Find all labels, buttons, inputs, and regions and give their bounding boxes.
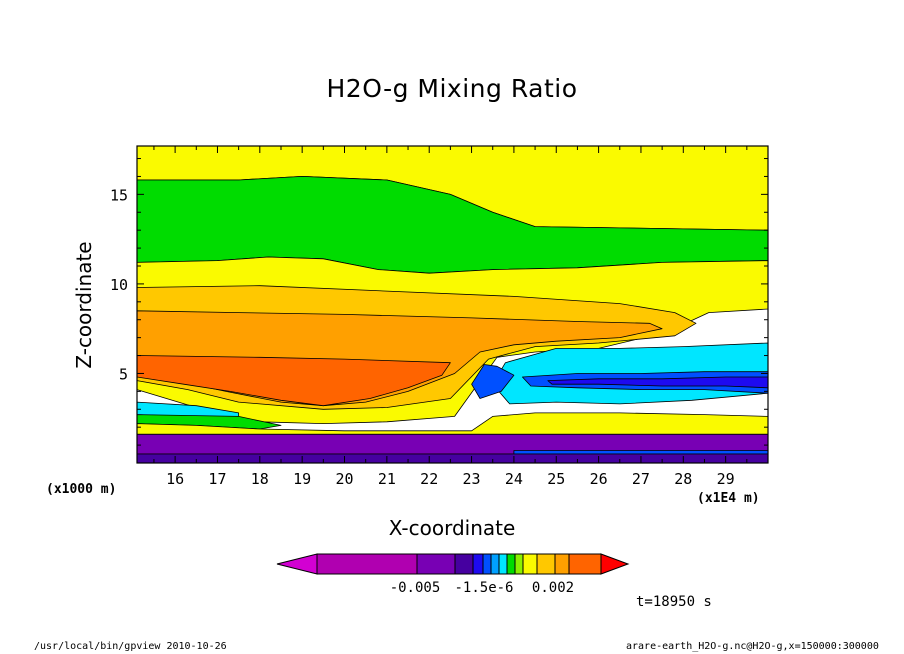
colorbar-swatch xyxy=(472,553,484,575)
colorbar-swatch xyxy=(454,553,474,575)
y-axis-ticks: 5 10 15 xyxy=(110,158,768,446)
x-tick-label: 16 xyxy=(166,470,184,488)
x-axis-unit: (x1E4 m) xyxy=(697,491,760,506)
x-tick-label: 26 xyxy=(590,470,608,488)
colorbar-swatch xyxy=(600,553,630,575)
x-tick-label: 21 xyxy=(378,470,396,488)
x-tick-label: 22 xyxy=(420,470,438,488)
x-tick-label: 29 xyxy=(717,470,735,488)
x-tick-label: 19 xyxy=(293,470,311,488)
colorbar-swatch xyxy=(522,553,538,575)
footer-path: /usr/local/bin/gpview 2010-10-26 xyxy=(34,641,227,652)
y-axis-label: Z-coordinate xyxy=(72,241,96,369)
colorbar-tick-label: 0.002 xyxy=(532,580,574,596)
colorbar: -0.005 -1.5e-6 0.002 xyxy=(276,553,630,596)
colorbar-swatch xyxy=(482,553,492,575)
contour-region-upper-blue xyxy=(471,364,515,399)
colorbar-swatch xyxy=(498,553,508,575)
colorbar-swatch xyxy=(276,553,318,575)
time-label: t=18950 s xyxy=(636,594,712,610)
x-axis-ticks: 16 17 18 19 20 21 22 23 24 25 26 27 28 29 xyxy=(153,146,748,488)
colorbar-swatch xyxy=(536,553,556,575)
y-tick-label: 10 xyxy=(110,276,128,294)
contour-region-blue-strip xyxy=(513,450,769,455)
colorbar-swatch xyxy=(514,553,524,575)
y-axis-unit: (x1000 m) xyxy=(46,482,117,497)
colorbar-tick-label: -0.005 xyxy=(390,580,441,596)
footer-file: arare-earth_H2O-g.nc@H2O-g,x=150000:3000… xyxy=(626,641,879,652)
colorbar-swatch xyxy=(416,553,456,575)
y-tick-label: 5 xyxy=(119,365,128,383)
colorbar-tick-label: -1.5e-6 xyxy=(454,580,513,596)
x-tick-label: 23 xyxy=(463,470,481,488)
plot-frame xyxy=(136,145,769,464)
y-tick-label: 15 xyxy=(110,186,128,204)
x-tick-label: 17 xyxy=(208,470,226,488)
colorbar-swatch xyxy=(568,553,602,575)
x-axis-label: X-coordinate xyxy=(388,516,516,540)
colorbar-swatch xyxy=(490,553,500,575)
contour-region-dark-orange xyxy=(136,355,451,407)
x-tick-label: 28 xyxy=(674,470,692,488)
contour-region-bottom-purple xyxy=(136,453,769,464)
x-tick-label: 25 xyxy=(547,470,565,488)
chart-title: H2O-g Mixing Ratio xyxy=(326,74,578,103)
colorbar-swatch xyxy=(554,553,570,575)
x-tick-label: 24 xyxy=(505,470,523,488)
contour-fill-layer xyxy=(136,145,769,464)
x-tick-label: 27 xyxy=(632,470,650,488)
x-tick-label: 18 xyxy=(251,470,269,488)
colorbar-swatch xyxy=(316,553,418,575)
x-tick-label: 20 xyxy=(335,470,353,488)
colorbar-swatch xyxy=(506,553,516,575)
